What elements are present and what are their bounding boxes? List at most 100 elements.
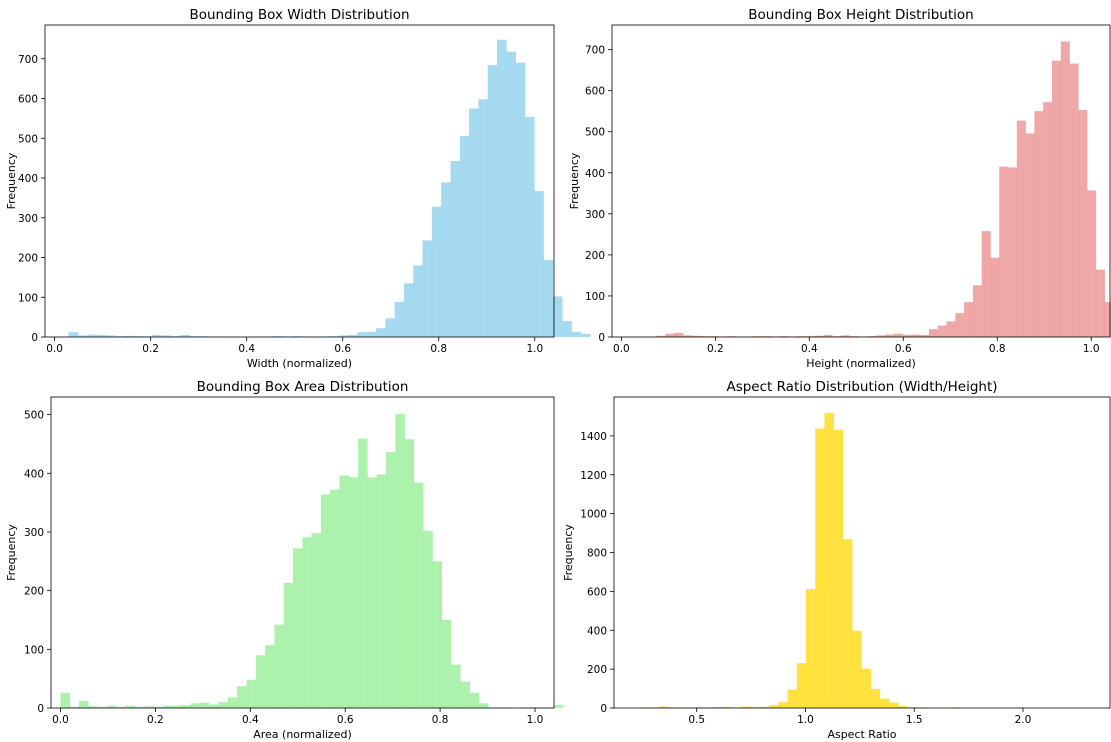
x-tick-label: 1.0	[797, 714, 814, 726]
histogram-bar	[889, 702, 899, 708]
histogram-bar	[478, 99, 488, 337]
histogram-bar	[450, 160, 461, 337]
histogram-bar	[759, 706, 770, 708]
histogram-bar	[741, 706, 751, 708]
histogram-bar	[1078, 109, 1088, 337]
histogram-bar	[552, 296, 563, 337]
histogram-bar	[571, 331, 582, 337]
histogram-bar	[726, 336, 736, 337]
histogram-bar	[1069, 63, 1079, 338]
x-tick-label: 0.0	[613, 343, 630, 355]
histogram-bar	[423, 530, 433, 708]
histogram-bar	[302, 537, 312, 708]
histogram-bar	[152, 335, 162, 337]
bars-width	[68, 39, 591, 338]
histogram-bar	[981, 231, 991, 337]
chart-title: Bounding Box Width Distribution	[189, 7, 409, 23]
chart-area: 0.0 0.2 0.4 0.6 0.8 1.0 0 100 200 300 400 500 Boundi…	[5, 379, 563, 741]
histogram-bar	[885, 334, 895, 337]
histogram-bar	[580, 333, 591, 337]
histogram-bar	[469, 692, 480, 708]
histogram-bar	[413, 482, 424, 708]
y-tick-label: 500	[18, 133, 38, 145]
x-tick-label: 0.4	[238, 343, 255, 355]
histogram-bar	[814, 335, 824, 337]
x-tick-label: 0.8	[989, 343, 1006, 355]
histogram-bar	[778, 702, 788, 708]
histogram-bar	[60, 692, 71, 708]
x-tick-label: 0.2	[142, 343, 159, 355]
histogram-bar	[88, 706, 98, 708]
x-tick-label: 0.8	[432, 714, 449, 726]
histogram-bar	[893, 333, 903, 337]
bars-height	[656, 41, 1111, 338]
histogram-bar	[762, 336, 772, 337]
histogram-bar	[876, 335, 886, 337]
histogram-bar	[713, 707, 724, 708]
histogram-bar	[386, 452, 396, 708]
histogram-bar	[665, 333, 675, 337]
histogram-bar	[1025, 133, 1035, 337]
chart-title: Bounding Box Height Distribution	[748, 7, 973, 23]
histogram-bar	[833, 429, 844, 708]
y-axis-label: Frequency	[5, 524, 18, 581]
y-tick-label: 500	[585, 127, 605, 139]
histogram-bar	[815, 428, 825, 708]
histogram-bar	[227, 697, 238, 708]
y-tick-label: 100	[585, 291, 605, 303]
histogram-bar	[1034, 111, 1044, 338]
x-tick-label: 0.6	[337, 714, 354, 726]
histogram-bar	[395, 414, 405, 708]
histogram-bar	[422, 240, 433, 337]
x-tick-label: 0.8	[430, 343, 447, 355]
histogram-bar	[479, 703, 489, 708]
chart-title: Bounding Box Area Distribution	[197, 379, 409, 395]
histogram-bar	[861, 668, 871, 708]
histogram-bar	[769, 705, 779, 708]
y-tick-label: 1200	[580, 470, 607, 482]
histogram-bar	[841, 335, 851, 337]
histogram-bar	[562, 321, 572, 337]
histogram-bar	[1043, 102, 1053, 338]
histogram-bar	[849, 336, 859, 337]
bars-area	[60, 414, 563, 708]
histogram-bar	[796, 663, 807, 708]
histogram-bar	[902, 334, 912, 337]
histogram-bar	[237, 686, 247, 708]
y-tick-label: 700	[585, 45, 605, 57]
histogram-bar	[656, 335, 666, 337]
histogram-bar	[124, 335, 134, 337]
axes-frame	[611, 24, 1111, 338]
histogram-bar	[367, 477, 377, 708]
histogram-bar	[413, 265, 423, 337]
histogram-bar	[348, 335, 358, 337]
histogram-bar	[246, 679, 257, 708]
y-tick-label: 200	[585, 250, 605, 262]
x-tick-label: 0.2	[707, 343, 724, 355]
histogram-bar	[534, 191, 544, 337]
x-tick-label: 0.6	[334, 343, 351, 355]
histogram-bar	[293, 548, 303, 708]
histogram-bar	[283, 583, 294, 708]
histogram-bar	[320, 494, 331, 708]
y-axis-label: Frequency	[562, 524, 575, 581]
histogram-bar	[125, 705, 136, 708]
histogram-bar	[1016, 120, 1026, 338]
histogram-bar	[311, 533, 322, 708]
x-tick-label: 2.0	[1015, 714, 1032, 726]
y-tick-label: 700	[18, 54, 38, 66]
x-axis-label: Height (normalized)	[806, 357, 916, 370]
y-tick-label: 400	[587, 625, 607, 637]
histogram-bar	[330, 489, 340, 708]
x-tick-label: 1.5	[906, 714, 923, 726]
histogram-bar	[431, 206, 442, 337]
histogram-bar	[990, 257, 1000, 337]
histogram-bar	[797, 336, 807, 337]
histogram-bar	[1104, 302, 1111, 337]
histogram-bar	[946, 321, 956, 337]
histogram-bar	[964, 302, 974, 337]
y-tick-label: 0	[600, 703, 607, 715]
histogram-bar	[441, 182, 451, 337]
histogram-bar	[658, 706, 668, 708]
histogram-bar	[68, 332, 79, 337]
